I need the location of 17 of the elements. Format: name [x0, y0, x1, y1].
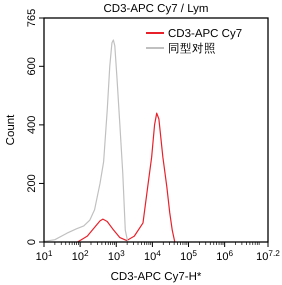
- x-tick-label: 10$^{1}$: [36, 248, 53, 263]
- x-tick-label: 10$^{2}$: [72, 248, 89, 263]
- legend-label: 同型对照: [168, 42, 216, 55]
- y-tick-label: 200: [26, 174, 38, 193]
- y-tick-label: 765: [26, 8, 38, 28]
- y-tick-label: 600: [26, 57, 38, 76]
- y-tick-label: 400: [26, 116, 38, 134]
- x-tick-label: 10$^{7.2}$: [256, 248, 280, 263]
- x-tick-label: 10$^{5}$: [180, 248, 198, 263]
- y-tick-label: 0: [26, 238, 38, 246]
- x-tick-label: 10$^{4}$: [144, 248, 162, 263]
- x-tick-label: 10$^{3}$: [108, 248, 126, 263]
- x-axis-title: CD3-APC Cy7-H*: [110, 271, 202, 283]
- x-tick-label: 10$^{6}$: [216, 248, 234, 263]
- chart-title: CD3-APC Cy7 / Lym: [103, 3, 209, 15]
- y-axis-title: Count: [5, 114, 17, 146]
- legend-label: CD3-APC Cy7: [168, 28, 242, 40]
